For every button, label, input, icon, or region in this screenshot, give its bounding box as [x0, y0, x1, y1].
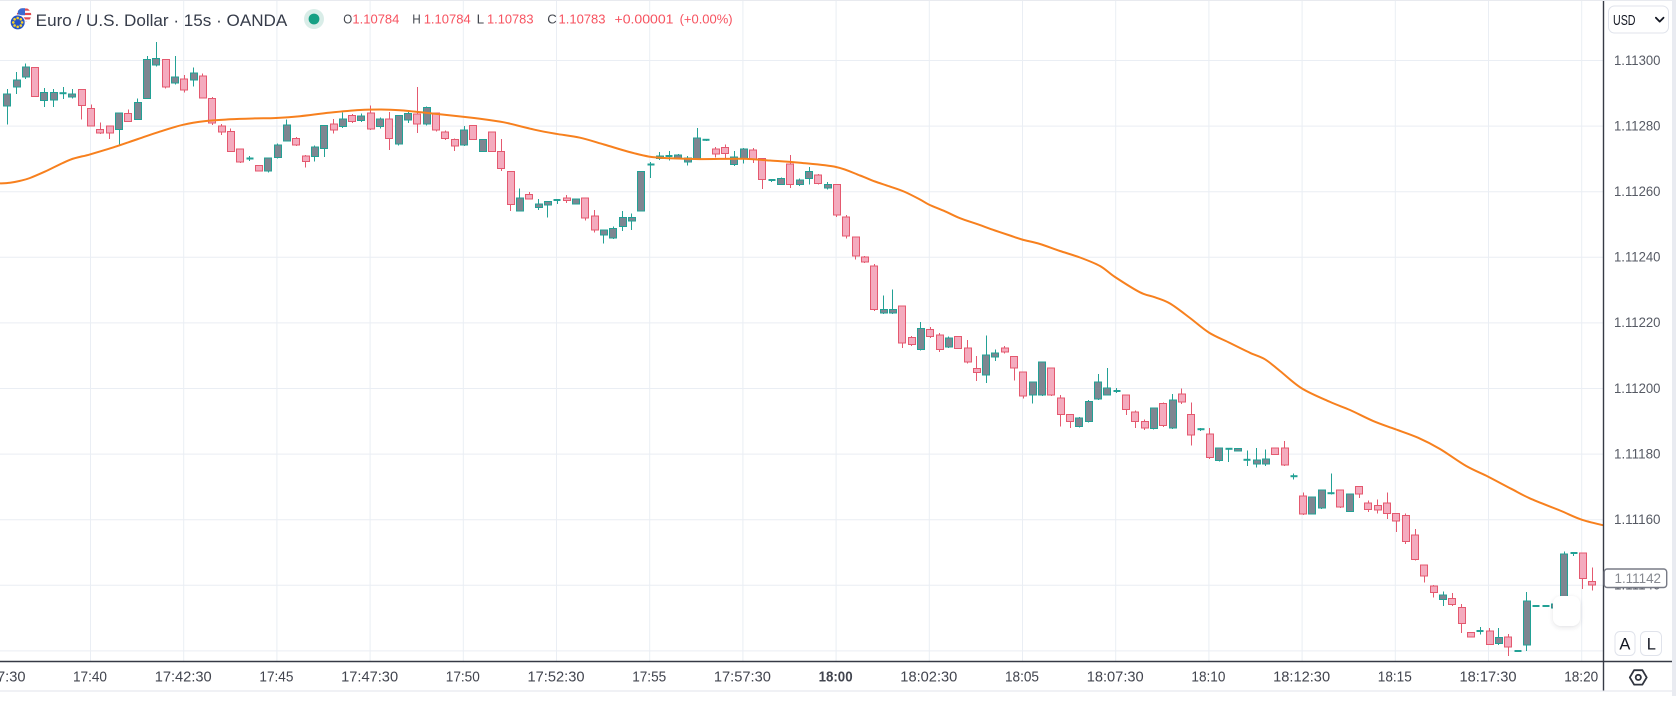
svg-text:1.11160: 1.11160 — [1614, 512, 1661, 527]
svg-text:17:47:30: 17:47:30 — [341, 668, 398, 685]
svg-text:USD: USD — [1613, 13, 1636, 29]
svg-text:1.11220: 1.11220 — [1614, 315, 1661, 330]
svg-text:1.11180: 1.11180 — [1614, 446, 1661, 461]
svg-text:A: A — [1619, 636, 1630, 654]
svg-text:C: C — [547, 11, 557, 26]
svg-text:1.11300: 1.11300 — [1614, 53, 1661, 68]
svg-text:18:17:30: 18:17:30 — [1460, 668, 1517, 685]
svg-text:1.11260: 1.11260 — [1614, 184, 1661, 199]
svg-text:1.11280: 1.11280 — [1614, 118, 1661, 133]
svg-text:H: H — [412, 11, 421, 26]
svg-text:17:52:30: 17:52:30 — [528, 668, 585, 685]
svg-text:17:45: 17:45 — [259, 668, 293, 685]
svg-text:1.10783: 1.10783 — [487, 11, 534, 26]
svg-text:O: O — [343, 11, 352, 26]
svg-text:1.11142: 1.11142 — [1615, 571, 1662, 586]
svg-text:18:12:30: 18:12:30 — [1273, 668, 1330, 685]
svg-text:17:55: 17:55 — [632, 668, 666, 685]
svg-text:+0.00001: +0.00001 — [615, 11, 674, 26]
svg-text:17:40: 17:40 — [73, 668, 107, 685]
svg-text:1.11240: 1.11240 — [1614, 250, 1661, 265]
svg-text:18:02:30: 18:02:30 — [900, 668, 957, 685]
svg-text:L: L — [1647, 636, 1656, 654]
svg-text:17:42:30: 17:42:30 — [155, 668, 212, 685]
svg-text:18:07:30: 18:07:30 — [1087, 668, 1144, 685]
svg-text:18:05: 18:05 — [1005, 668, 1039, 685]
svg-text:L: L — [477, 11, 485, 26]
svg-text:17:57:30: 17:57:30 — [714, 668, 771, 685]
svg-text:18:15: 18:15 — [1378, 668, 1412, 685]
svg-text:1.10784: 1.10784 — [424, 11, 471, 26]
svg-text:17:50: 17:50 — [446, 668, 480, 685]
svg-text:18:00: 18:00 — [819, 668, 853, 685]
svg-text:1.10783: 1.10783 — [559, 11, 606, 26]
svg-text:Euro / U.S. Dollar · 15s · OAN: Euro / U.S. Dollar · 15s · OANDA — [36, 11, 288, 30]
svg-text:1.11200: 1.11200 — [1614, 381, 1661, 396]
svg-text:1.10784: 1.10784 — [352, 11, 399, 26]
svg-text:18:10: 18:10 — [1191, 668, 1225, 685]
svg-text:(+0.00%): (+0.00%) — [680, 11, 733, 26]
svg-text:18:20: 18:20 — [1564, 668, 1598, 685]
svg-text:17:37:30: 17:37:30 — [0, 668, 26, 685]
